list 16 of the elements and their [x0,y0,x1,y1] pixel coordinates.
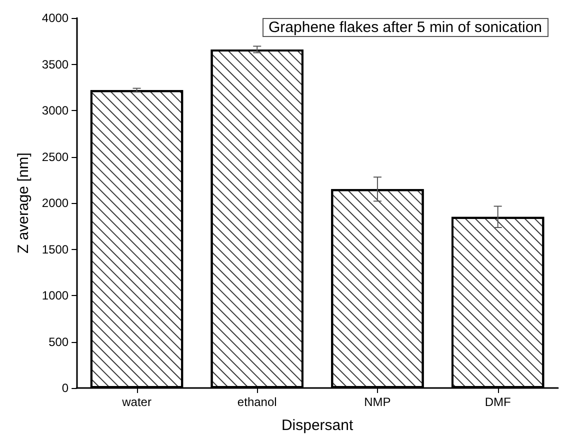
y-tick-label: 2500 [42,150,69,164]
x-axis-title: Dispersant [281,417,354,434]
y-tick-label: 4000 [42,11,69,25]
x-tick-label: water [121,395,152,409]
y-tick-label: 3000 [42,104,69,118]
chart-title: Graphene flakes after 5 min of sonication [268,19,542,36]
y-tick-label: 3500 [42,57,69,72]
y-tick-label: 0 [62,381,69,395]
y-tick-label: 500 [48,334,69,349]
x-tick-label: NMP [364,395,391,409]
y-axis-title: Z average [nm] [15,152,32,254]
y-tick-label: 1500 [42,242,69,256]
x-tick-label: DMF [484,395,511,409]
y-tick-label: 2000 [42,196,69,210]
x-tick-label: ethanol [237,395,277,409]
y-tick-label: 1000 [42,288,69,302]
